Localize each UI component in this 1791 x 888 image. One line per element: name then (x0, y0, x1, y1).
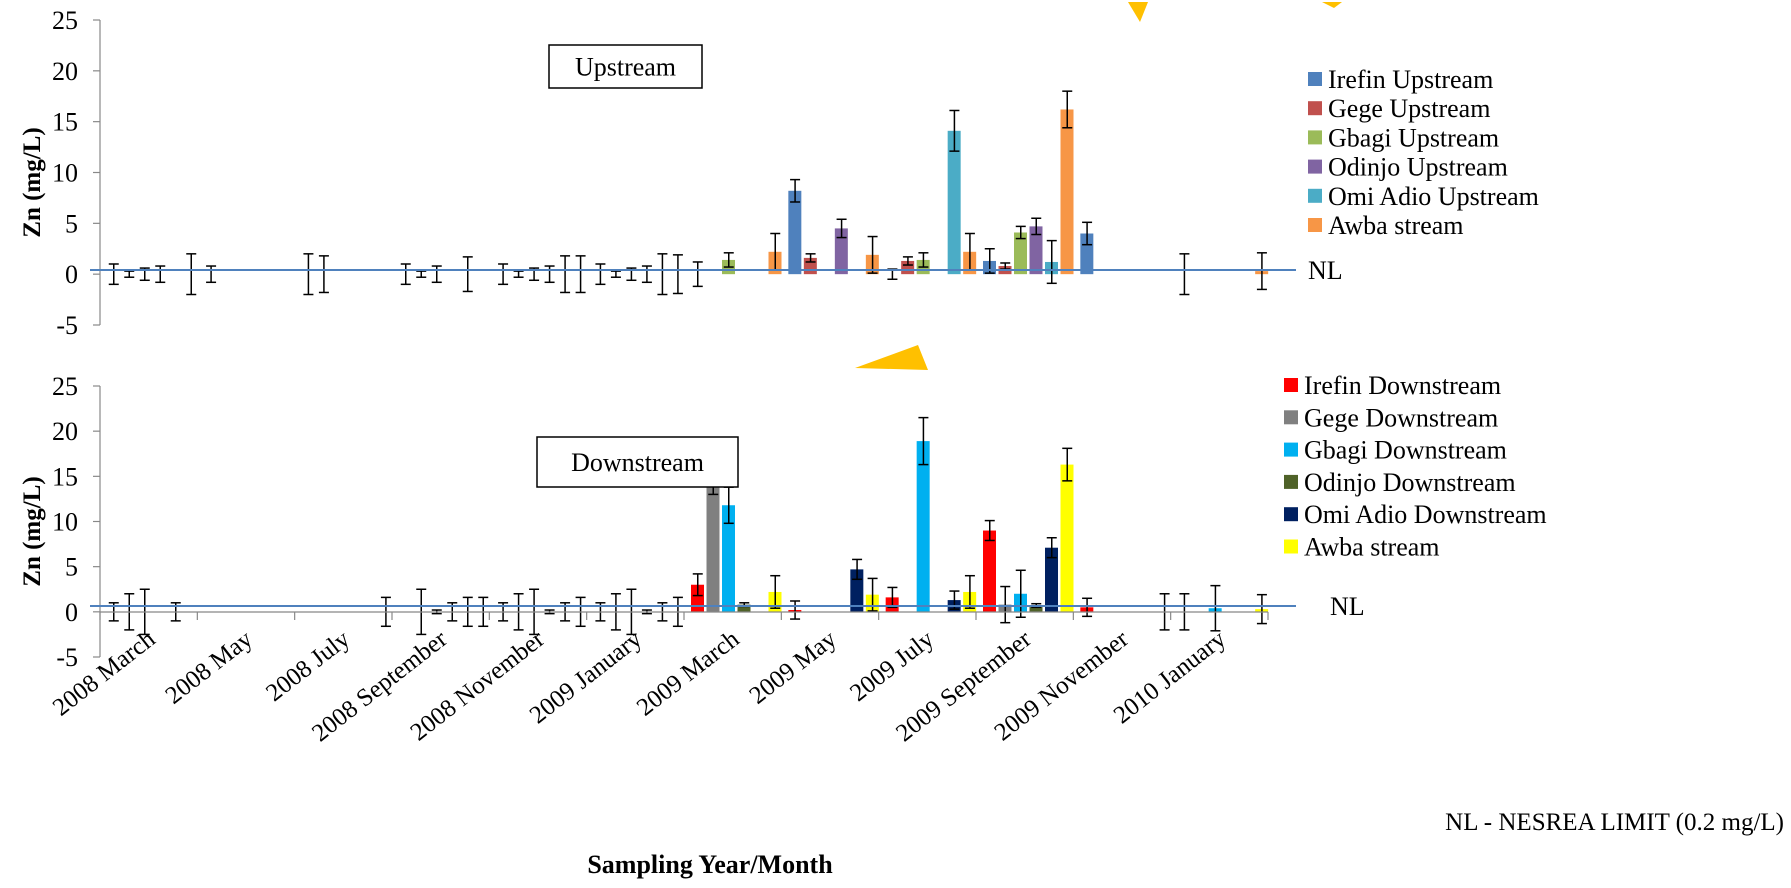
legend-entry: Odinjo Upstream (1328, 153, 1508, 182)
legend-entry: Omi Adio Upstream (1328, 182, 1539, 211)
legend-entry: Gege Downstream (1304, 403, 1498, 432)
y-tick-label: 5 (65, 209, 78, 238)
bar (916, 441, 930, 612)
bar (722, 505, 735, 612)
y-tick-label: 15 (52, 462, 78, 491)
x-tick-label: 2008 May (161, 625, 258, 709)
y-tick-label: -5 (56, 643, 78, 672)
legend-entry: Gege Upstream (1328, 94, 1490, 123)
y-tick-label: 0 (65, 598, 78, 627)
legend-swatch (1284, 507, 1298, 522)
bar (983, 530, 996, 612)
legend-swatch (1284, 378, 1298, 392)
bar (788, 190, 802, 275)
bar (1080, 233, 1094, 275)
bar (706, 485, 720, 612)
y-tick-label: 25 (52, 372, 78, 401)
x-tick-label: 2009 May (745, 625, 842, 709)
y-tick-label: 20 (52, 417, 78, 446)
panel-label-box (548, 44, 703, 89)
y-tick-label: 5 (65, 553, 78, 582)
legend-swatch (1284, 474, 1298, 489)
legend-swatch (1308, 218, 1322, 232)
bar (947, 130, 961, 275)
legend-swatch (1308, 72, 1322, 86)
legend-swatch (1284, 410, 1298, 425)
watermark-mark (855, 345, 928, 370)
legend-entry: Odinjo Downstream (1304, 468, 1516, 497)
x-tick-label: 2008 July (261, 625, 355, 707)
legend-swatch (1308, 130, 1322, 145)
y-axis-label: Zn (mg/L) (19, 476, 46, 586)
x-tick-label: 2009 March (632, 625, 745, 721)
y-tick-label: 10 (52, 508, 78, 537)
y-tick-label: 0 (65, 260, 78, 289)
x-tick-label: 2008 March (48, 625, 161, 721)
bar (1060, 109, 1074, 275)
x-tick-label: 2009 July (845, 625, 939, 707)
downstream-panel: -5 0 5 10 15 20 25 Zn (mg/L) NL Downstream Irefin … (19, 371, 1547, 672)
watermark-mark (1322, 2, 1342, 8)
y-tick-label: 15 (52, 108, 78, 137)
upstream-panel: -5 0 5 10 15 20 25 Zn (mg/L) NL Upstream Irefin Up… (19, 6, 1539, 340)
bar (1014, 232, 1027, 275)
y-tick-label: 20 (52, 57, 78, 86)
legend-entry: Gbagi Upstream (1328, 123, 1499, 152)
legend-entry: Awba stream (1304, 533, 1440, 562)
legend-entry: Omi Adio Downstream (1304, 500, 1547, 529)
legend-swatch (1308, 188, 1322, 203)
bar (1045, 547, 1058, 612)
y-tick-label: -5 (56, 311, 78, 340)
legend-swatch (1308, 159, 1322, 174)
limit-label: NL (1308, 256, 1343, 285)
legend-entry: Irefin Downstream (1304, 371, 1501, 400)
y-tick-label: 25 (52, 6, 78, 35)
nesrea-limit-footnote: NL - NESREA LIMIT (0.2 mg/L) (1445, 809, 1784, 836)
bar (1029, 605, 1043, 612)
legend-entry: Awba stream (1328, 211, 1464, 240)
legend-entry: Irefin Upstream (1328, 65, 1493, 94)
x-axis-label: Sampling Year/Month (587, 850, 833, 879)
panel-label: Downstream (571, 448, 704, 477)
y-axis-label: Zn (mg/L) (19, 127, 46, 237)
limit-label: NL (1330, 592, 1365, 621)
watermark-mark (1128, 2, 1148, 22)
legend-entry: Gbagi Downstream (1304, 436, 1507, 465)
panel-label: Upstream (575, 53, 676, 82)
bar (1029, 226, 1043, 275)
bar (834, 228, 848, 275)
legend-swatch (1284, 442, 1298, 457)
bar (1060, 464, 1074, 612)
bar (737, 604, 751, 612)
y-tick-label: 10 (52, 159, 78, 188)
legend-swatch (1308, 101, 1322, 116)
legend-swatch (1284, 539, 1298, 554)
panel-label-box (536, 436, 739, 488)
watermark-shapes (855, 2, 1342, 370)
